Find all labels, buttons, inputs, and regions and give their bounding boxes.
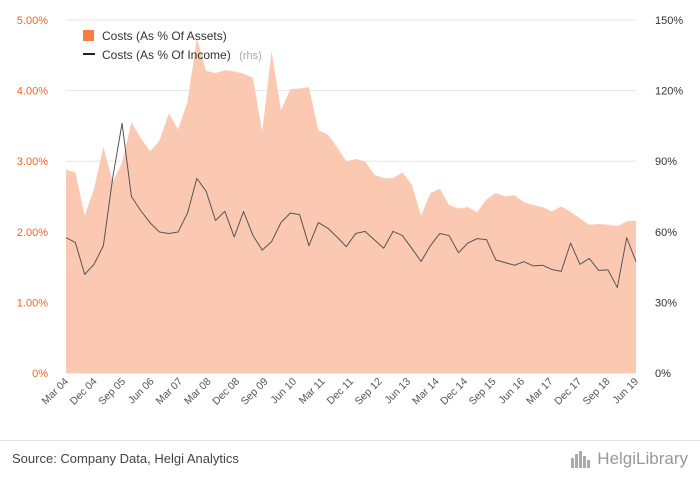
x-tick-label: Dec 17 <box>552 376 584 408</box>
legend: Costs (As % Of Assets) Costs (As % Of In… <box>83 29 262 63</box>
right-tick-label: 120% <box>655 86 683 98</box>
left-tick-label: 2.00% <box>17 227 48 239</box>
x-tick-label: Dec 11 <box>325 376 357 408</box>
x-tick-label: Sep 05 <box>96 376 128 408</box>
x-tick-label: Sep 12 <box>353 376 385 408</box>
left-tick-label: 0% <box>32 368 48 380</box>
right-axis: 0% 30% 60% 90% 120% 150% <box>655 15 683 380</box>
line-series-income <box>65 122 637 289</box>
legend-label-assets: Costs (As % Of Assets) <box>102 29 227 43</box>
footer: Source: Company Data, Helgi Analytics He… <box>0 440 700 484</box>
x-tick-label: Mar 11 <box>297 376 328 407</box>
right-tick-label: 150% <box>655 15 683 27</box>
area-series-layer <box>66 38 636 374</box>
legend-label-income-group: Costs (As % Of Income) (rhs) <box>102 46 262 63</box>
x-tick-label: Dec 14 <box>438 376 470 408</box>
right-tick-label: 30% <box>655 297 677 309</box>
x-tick-label: Jun 10 <box>268 376 299 407</box>
brand-logo[interactable]: HelgiLibrary <box>570 449 688 469</box>
chart: 0% 1.00% 2.00% 3.00% 4.00% 5.00% 0% 30% 60% 90% 1… <box>17 15 684 408</box>
x-tick-label: Dec 08 <box>210 376 242 408</box>
source-text: Source: Company Data, Helgi Analytics <box>12 451 239 466</box>
right-tick-label: 0% <box>655 368 671 380</box>
left-tick-label: 3.00% <box>17 156 48 168</box>
line-series-layer <box>65 122 637 289</box>
skyline-icon <box>571 451 591 468</box>
x-tick-label: Mar 07 <box>154 376 186 408</box>
x-tick-label: Jun 06 <box>126 376 157 407</box>
brand-name: HelgiLibrary <box>597 449 688 468</box>
right-tick-label: 90% <box>655 156 677 168</box>
x-tick-label: Sep 09 <box>239 376 271 408</box>
x-tick-label: Jun 19 <box>610 376 641 407</box>
x-tick-label: Jun 16 <box>496 376 527 407</box>
x-tick-label: Dec 04 <box>68 376 100 408</box>
legend-swatch-assets <box>83 30 94 41</box>
area-series-assets <box>66 38 636 374</box>
x-tick-label: Mar 17 <box>524 376 556 408</box>
left-axis: 0% 1.00% 2.00% 3.00% 4.00% 5.00% <box>17 15 48 380</box>
right-tick-label: 60% <box>655 227 677 239</box>
legend-note-rhs: (rhs) <box>239 50 262 62</box>
x-tick-label: Mar 04 <box>40 376 72 408</box>
left-tick-label: 1.00% <box>17 297 48 309</box>
left-tick-label: 4.00% <box>17 86 48 98</box>
x-tick-label: Jun 13 <box>382 376 413 407</box>
x-tick-label: Mar 08 <box>182 376 214 408</box>
left-tick-label: 5.00% <box>17 15 48 27</box>
x-tick-label: Mar 14 <box>410 376 442 408</box>
x-tick-label: Sep 18 <box>581 376 613 408</box>
x-tick-label: Sep 15 <box>467 376 499 408</box>
legend-label-income: Costs (As % Of Income) <box>102 48 231 62</box>
